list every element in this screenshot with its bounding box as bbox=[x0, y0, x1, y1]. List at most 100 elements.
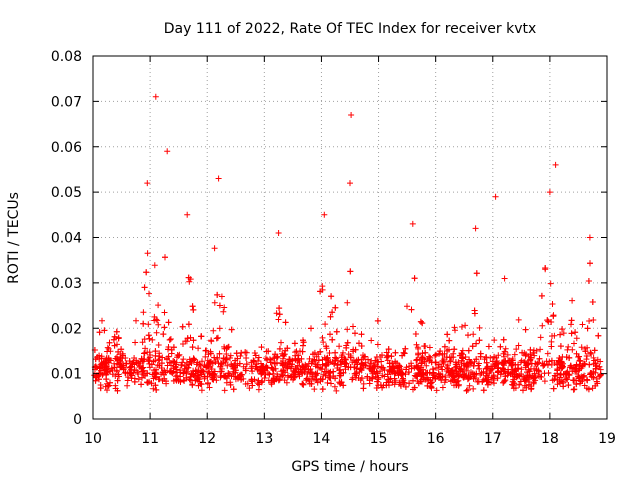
data-point bbox=[317, 288, 324, 295]
data-point bbox=[578, 344, 585, 351]
data-point bbox=[150, 375, 157, 382]
data-point bbox=[267, 359, 274, 366]
data-point bbox=[365, 356, 371, 363]
data-point bbox=[211, 371, 218, 378]
data-point bbox=[568, 317, 575, 324]
data-point bbox=[410, 377, 416, 384]
data-point bbox=[552, 161, 559, 168]
data-point bbox=[182, 363, 189, 369]
data-point bbox=[372, 373, 379, 380]
data-point bbox=[208, 366, 215, 372]
data-point bbox=[549, 301, 556, 307]
data-point bbox=[292, 369, 299, 376]
data-point bbox=[488, 366, 495, 373]
data-point bbox=[202, 347, 209, 354]
data-point bbox=[223, 351, 230, 357]
data-point bbox=[419, 320, 426, 327]
data-point bbox=[106, 357, 113, 364]
data-point bbox=[596, 363, 603, 370]
data-point bbox=[441, 358, 447, 365]
data-point bbox=[511, 351, 518, 358]
data-point bbox=[113, 328, 120, 335]
data-point bbox=[490, 377, 497, 383]
data-point bbox=[523, 377, 529, 384]
data-point bbox=[242, 367, 249, 374]
data-point bbox=[144, 349, 151, 356]
data-point bbox=[328, 380, 334, 387]
data-point bbox=[150, 385, 157, 392]
data-point bbox=[501, 348, 508, 355]
data-point bbox=[358, 360, 365, 367]
data-point bbox=[97, 361, 104, 368]
data-point bbox=[587, 260, 593, 267]
data-point bbox=[244, 380, 251, 387]
data-point bbox=[592, 382, 599, 389]
data-point bbox=[243, 361, 250, 368]
data-point bbox=[528, 360, 535, 367]
data-point bbox=[92, 356, 99, 363]
data-point bbox=[314, 361, 321, 368]
data-point bbox=[321, 211, 328, 218]
data-point bbox=[96, 376, 102, 383]
data-point bbox=[258, 344, 265, 351]
data-point bbox=[344, 326, 351, 333]
data-point bbox=[343, 344, 350, 351]
data-point bbox=[456, 365, 463, 372]
y-tick-label: 0.03 bbox=[51, 276, 82, 292]
data-point bbox=[223, 345, 230, 352]
data-point bbox=[236, 360, 243, 367]
x-axis-label: GPS time / hours bbox=[291, 459, 408, 475]
data-point bbox=[206, 384, 213, 391]
y-tick-label: 0.02 bbox=[51, 321, 82, 337]
data-point bbox=[453, 361, 460, 368]
data-point bbox=[569, 297, 576, 304]
data-point bbox=[208, 359, 215, 366]
data-point bbox=[571, 340, 577, 347]
data-point bbox=[408, 365, 415, 372]
data-point bbox=[579, 321, 586, 328]
data-point bbox=[371, 368, 378, 375]
data-point bbox=[350, 323, 356, 330]
data-point bbox=[586, 234, 593, 241]
data-point bbox=[265, 348, 272, 355]
data-point bbox=[353, 365, 360, 372]
data-point bbox=[188, 371, 195, 378]
data-point bbox=[220, 355, 227, 362]
data-point bbox=[186, 361, 193, 368]
data-point bbox=[331, 383, 338, 390]
data-point bbox=[308, 325, 314, 332]
data-point bbox=[588, 351, 595, 357]
data-point bbox=[341, 356, 348, 362]
data-point bbox=[180, 377, 187, 383]
data-point bbox=[546, 358, 553, 365]
data-point bbox=[374, 370, 381, 377]
data-point bbox=[385, 352, 392, 359]
data-point bbox=[469, 343, 476, 350]
data-point bbox=[343, 360, 350, 367]
data-point bbox=[444, 365, 451, 372]
data-point bbox=[497, 343, 504, 350]
data-point bbox=[526, 372, 533, 379]
data-point bbox=[158, 360, 165, 367]
data-point bbox=[547, 280, 554, 287]
data-point bbox=[583, 353, 590, 359]
data-point bbox=[111, 333, 118, 340]
data-point bbox=[367, 360, 374, 367]
data-point bbox=[458, 361, 465, 367]
data-point bbox=[369, 374, 376, 381]
data-point bbox=[576, 365, 583, 372]
data-point bbox=[161, 324, 168, 331]
data-point bbox=[319, 361, 326, 368]
data-point bbox=[118, 346, 125, 353]
data-point bbox=[349, 376, 356, 383]
data-point bbox=[327, 368, 334, 375]
data-point bbox=[112, 373, 119, 379]
data-point bbox=[164, 367, 171, 374]
data-point bbox=[216, 302, 223, 309]
data-point bbox=[267, 356, 274, 363]
data-point bbox=[146, 290, 152, 297]
data-point bbox=[584, 325, 591, 332]
data-point bbox=[300, 342, 306, 349]
data-point bbox=[555, 361, 561, 368]
data-point bbox=[92, 363, 99, 370]
